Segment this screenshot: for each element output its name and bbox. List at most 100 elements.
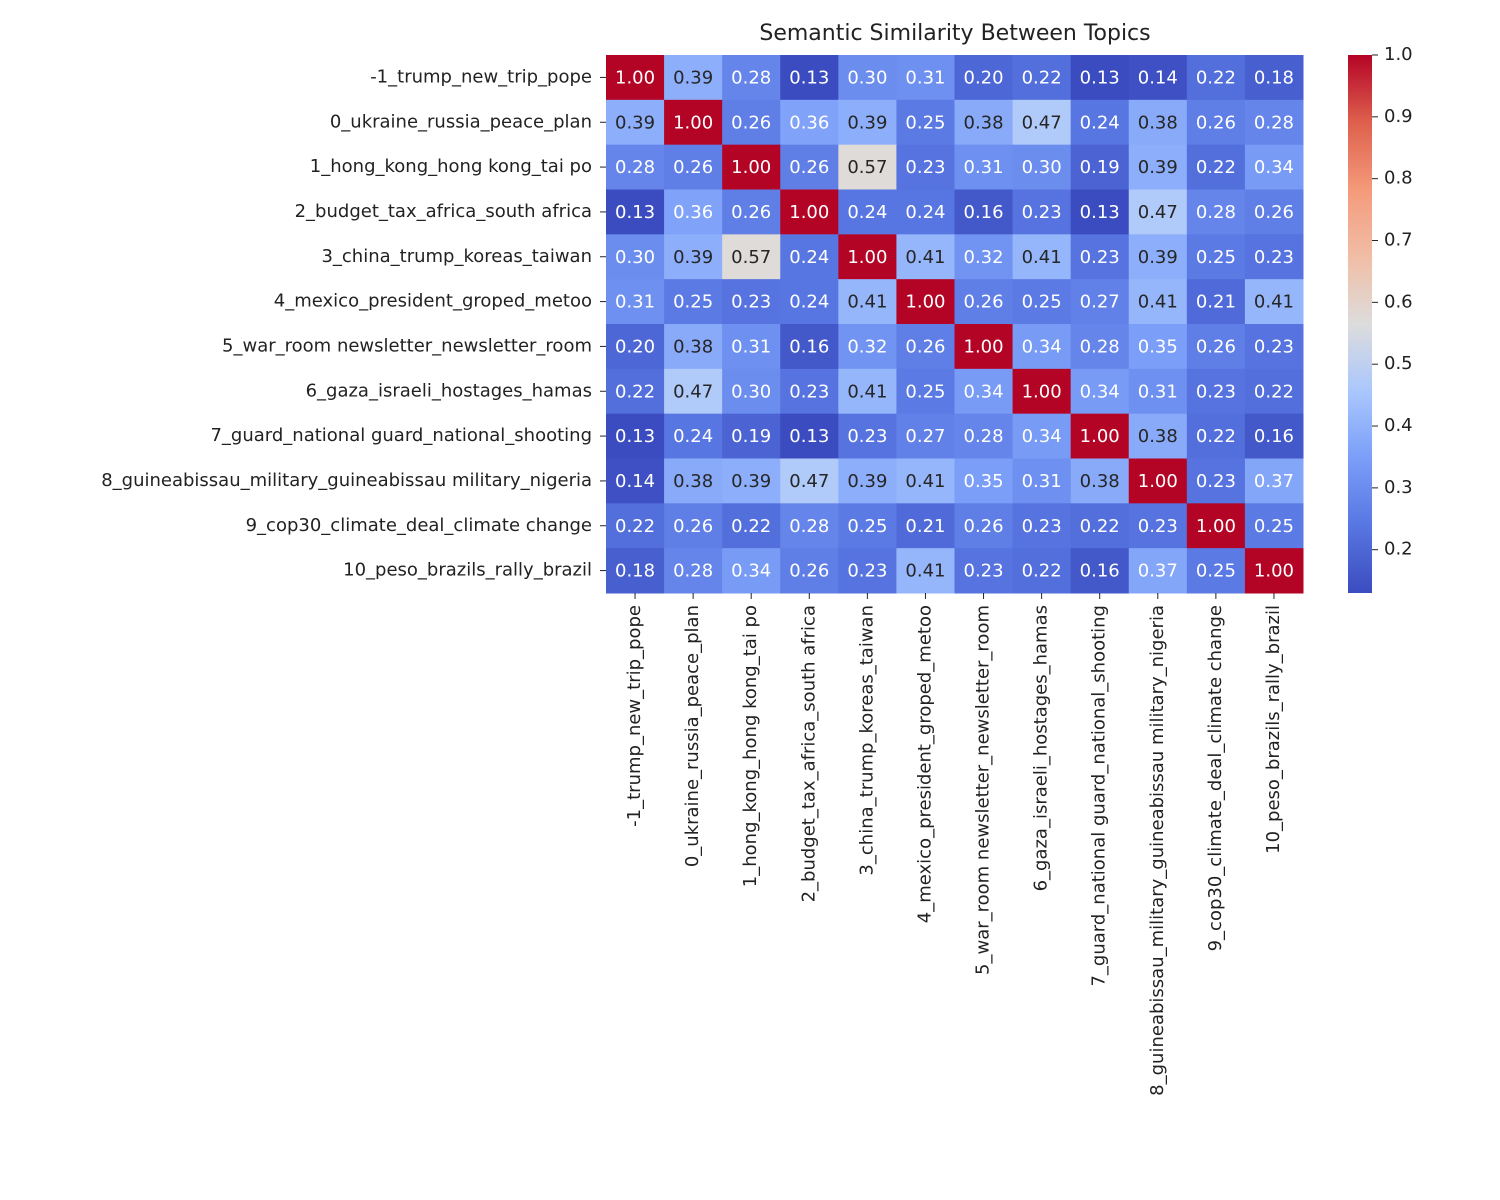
cell-label: 0.32	[847, 336, 887, 357]
cell-label: 0.28	[673, 561, 713, 582]
cell-label: 0.47	[1138, 202, 1178, 223]
cell-label: 0.22	[1254, 381, 1294, 402]
cell-label: 0.41	[905, 561, 945, 582]
heatmap-cell	[780, 234, 839, 280]
cell-label: 0.16	[1080, 561, 1120, 582]
cell-label: 1.00	[964, 336, 1004, 357]
heatmap-cell	[606, 413, 665, 459]
heatmap-cell	[1012, 503, 1072, 549]
y-tick-label: 5_war_room newsletter_newsletter_room	[222, 335, 592, 356]
heatmap-cell	[722, 548, 781, 594]
heatmap-cell	[1070, 368, 1130, 415]
cell-label: 0.26	[1196, 336, 1236, 357]
cell-label: 0.38	[1080, 471, 1120, 492]
cell-label: 0.13	[1080, 67, 1120, 88]
cell-label: 0.57	[847, 157, 887, 178]
cell-label: 0.28	[731, 67, 771, 88]
heatmap-cell	[1244, 99, 1304, 146]
heatmap-cell	[780, 503, 839, 549]
y-tick-label: 6_gaza_israeli_hostages_hamas	[306, 380, 592, 401]
heatmap-cell	[722, 55, 781, 101]
heatmap-cell	[954, 458, 1014, 504]
cell-label: 0.39	[673, 247, 713, 268]
cell-label: 0.19	[1080, 157, 1120, 178]
cell-label: 0.13	[789, 67, 829, 88]
heatmap-cell	[896, 503, 955, 549]
heatmap-cell	[1186, 279, 1246, 325]
cell-label: 0.23	[731, 292, 771, 313]
cell-label: 0.26	[905, 336, 945, 357]
heatmap-cell	[896, 458, 955, 504]
cell-label: 0.14	[615, 471, 655, 492]
heatmap-cell	[722, 279, 781, 325]
heatmap-cell	[606, 458, 665, 504]
cell-label: 0.23	[1196, 471, 1236, 492]
cell-label: 0.23	[964, 561, 1004, 582]
cell-label: 0.25	[905, 381, 945, 402]
heatmap-cell	[1186, 55, 1246, 101]
heatmap-cell	[954, 189, 1014, 235]
cell-label: 0.34	[731, 561, 771, 582]
heatmap-cell	[954, 234, 1014, 280]
cell-label: 0.37	[1254, 471, 1294, 492]
cell-label: 0.31	[964, 157, 1004, 178]
heatmap-cell	[1244, 234, 1304, 280]
cell-label: 0.31	[1138, 381, 1178, 402]
heatmap-cell	[1070, 503, 1130, 549]
heatmap-cell	[1070, 548, 1130, 594]
cell-label: 1.00	[905, 292, 945, 313]
cell-label: 0.22	[1196, 157, 1236, 178]
heatmap-cell	[722, 368, 781, 415]
cell-label: 0.39	[847, 471, 887, 492]
heatmap-cell	[606, 234, 665, 280]
heatmap-cell	[1244, 503, 1304, 549]
heatmap-cell	[780, 548, 839, 594]
cell-label: 1.00	[1138, 471, 1178, 492]
x-tick-label: -1_trump_new_trip_pope	[624, 605, 645, 827]
cell-label: 0.39	[1138, 247, 1178, 268]
heatmap-cell	[1070, 458, 1130, 504]
cell-label: 0.39	[1138, 157, 1178, 178]
cell-label: 0.28	[1254, 112, 1294, 133]
heatmap-cell	[1012, 368, 1072, 415]
cell-label: 0.34	[1254, 157, 1294, 178]
heatmap-cell	[780, 368, 839, 415]
heatmap-cell	[1128, 55, 1188, 101]
x-tick-label: 0_ukraine_russia_peace_plan	[682, 605, 703, 867]
cell-label: 0.16	[964, 202, 1004, 223]
heatmap-cell	[1244, 548, 1304, 594]
heatmap-cell	[1012, 144, 1072, 190]
cell-label: 0.13	[615, 426, 655, 447]
heatmap-cell	[722, 99, 781, 146]
cell-label: 0.28	[789, 516, 829, 537]
heatmap-cell	[838, 189, 897, 235]
heatmap-cell	[1070, 55, 1130, 101]
heatmap-cell	[606, 279, 665, 325]
cell-label: 0.23	[1138, 516, 1178, 537]
heatmap-cell	[954, 324, 1014, 370]
heatmap-cell	[1186, 548, 1246, 594]
cell-label: 0.27	[905, 426, 945, 447]
heatmap-cell	[1128, 503, 1188, 549]
heatmap-cell	[722, 144, 781, 190]
heatmap-cell	[1070, 99, 1130, 146]
heatmap-cell	[664, 279, 723, 325]
heatmap-cell	[1244, 413, 1304, 459]
heatmap-cell	[1128, 234, 1188, 280]
cell-label: 0.39	[731, 471, 771, 492]
heatmap-cell	[896, 189, 955, 235]
chart-title: Semantic Similarity Between Topics	[759, 21, 1150, 46]
cell-label: 0.27	[1080, 292, 1120, 313]
heatmap-cell	[1128, 413, 1188, 459]
heatmap-cell	[606, 368, 665, 415]
cell-label: 0.25	[1254, 516, 1294, 537]
cell-label: 0.26	[789, 157, 829, 178]
cell-label: 0.36	[789, 112, 829, 133]
colorbar-tick-label: 0.8	[1384, 168, 1413, 189]
cell-label: 0.23	[1080, 247, 1120, 268]
heatmap-cell	[780, 55, 839, 101]
y-tick-label: 2_budget_tax_africa_south africa	[295, 201, 592, 222]
cell-label: 0.31	[731, 336, 771, 357]
cell-label: 0.23	[1254, 247, 1294, 268]
